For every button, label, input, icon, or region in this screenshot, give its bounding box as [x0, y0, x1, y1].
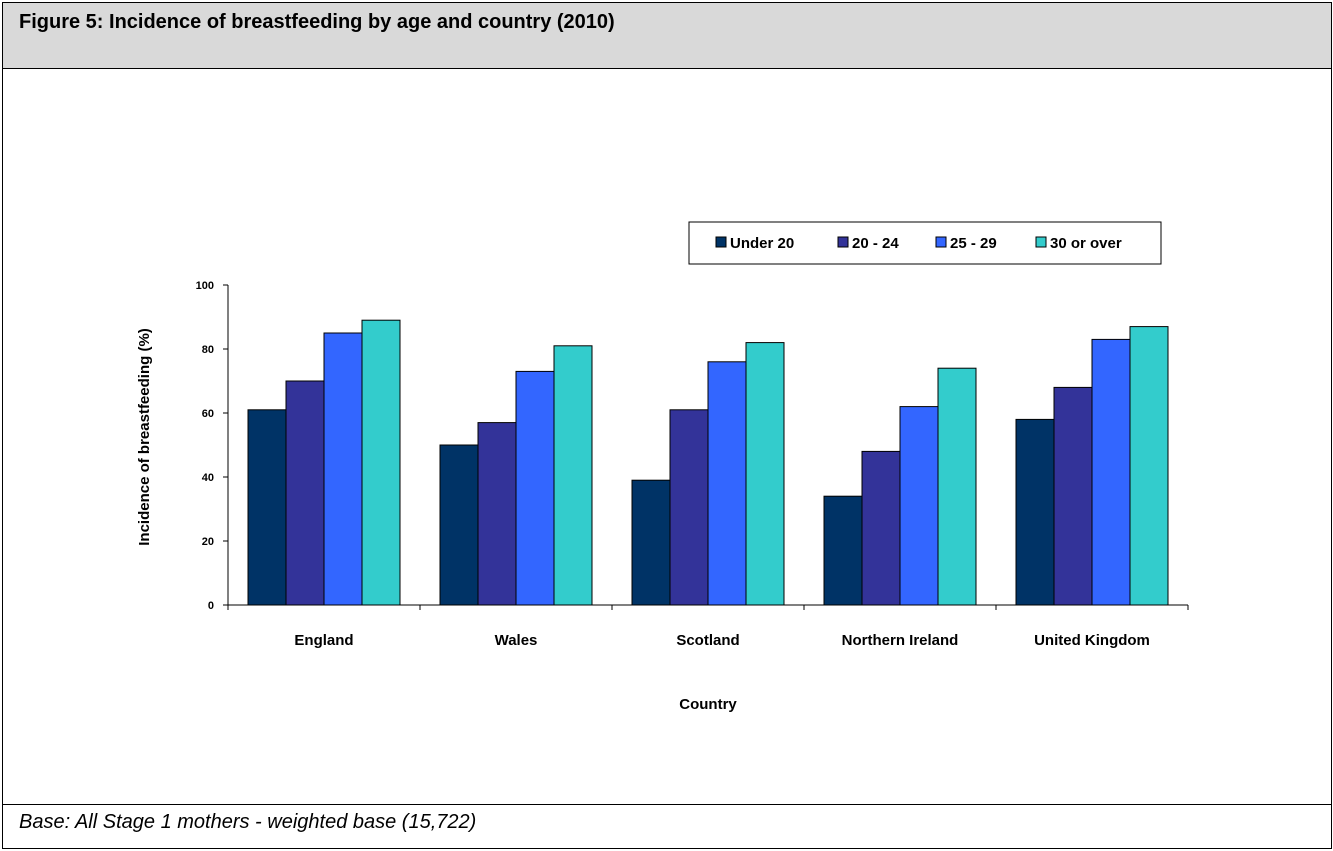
legend: Under 20 20 - 24 25 - 29 30 or over: [688, 221, 1162, 265]
x-tick-label: Scotland: [676, 632, 739, 649]
y-axis-label: Incidence of breastfeeding (%): [136, 328, 153, 546]
figure-title: Figure 5: Incidence of breastfeeding by …: [19, 11, 615, 33]
bar: [439, 444, 479, 606]
legend-swatch: [715, 236, 727, 248]
y-ticks-group: 0 20 40 60 80 100: [196, 280, 228, 612]
legend-label: 25 - 29: [950, 235, 997, 252]
bar: [285, 380, 325, 606]
y-tick-label: 100: [196, 280, 214, 292]
legend-swatch: [935, 236, 947, 248]
legend-swatch: [837, 236, 849, 248]
y-tick-label: 40: [202, 472, 214, 484]
legend-label: 20 - 24: [852, 235, 899, 252]
bar: [631, 479, 671, 606]
y-tick-label: 80: [202, 344, 214, 356]
bar: [515, 370, 555, 606]
bar: [361, 319, 401, 606]
y-tick-label: 60: [202, 408, 214, 420]
x-tick-label: Northern Ireland: [842, 632, 959, 649]
bar: [669, 409, 709, 606]
bar: [1091, 338, 1131, 606]
x-tick-label: England: [294, 632, 353, 649]
bar: [247, 409, 287, 606]
legend-box: [688, 221, 1162, 265]
bar: [1053, 386, 1093, 606]
bar: [323, 332, 363, 606]
bar: [707, 361, 747, 606]
bars-group: [247, 319, 1169, 606]
bar: [937, 367, 977, 606]
bar: [477, 422, 517, 606]
footer-divider: [3, 804, 1331, 805]
bar: [1015, 418, 1055, 606]
figure-footnote: Base: All Stage 1 mothers - weighted bas…: [19, 811, 477, 833]
y-tick-label: 0: [208, 600, 214, 612]
figure-header: Figure 5: Incidence of breastfeeding by …: [3, 3, 1331, 69]
x-ticks-group: England Wales Scotland Northern Ireland Unit…: [227, 605, 1189, 649]
y-tick-label: 20: [202, 536, 214, 548]
x-axis-label: Country: [679, 696, 737, 713]
legend-label: 30 or over: [1050, 235, 1122, 252]
bar: [861, 450, 901, 606]
x-tick-label: United Kingdom: [1034, 632, 1150, 649]
x-tick-label: Wales: [495, 632, 538, 649]
bar: [899, 406, 939, 606]
legend-label: Under 20: [730, 235, 794, 252]
bar: [823, 495, 863, 606]
axes-group: [227, 285, 1188, 606]
legend-swatch: [1035, 236, 1047, 248]
bar: [745, 342, 785, 606]
bar: [1129, 326, 1169, 606]
bar: [553, 345, 593, 606]
